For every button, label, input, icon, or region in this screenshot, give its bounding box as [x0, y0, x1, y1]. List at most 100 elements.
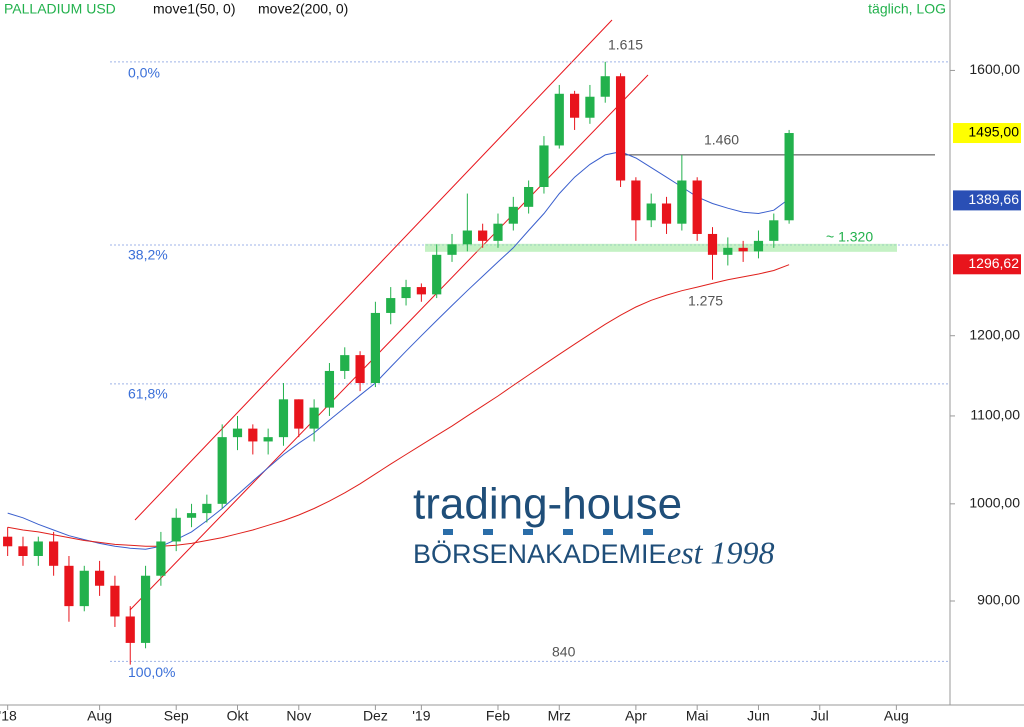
- legend-entry: move1(50, 0): [153, 1, 235, 17]
- candle-body: [125, 616, 135, 643]
- candle-body: [294, 399, 304, 429]
- candle-body: [140, 575, 151, 643]
- x-tick-label: '19: [412, 708, 430, 724]
- x-tick-label: Feb: [486, 708, 510, 724]
- x-tick-label: Dez: [363, 708, 388, 724]
- candle-body: [263, 437, 273, 442]
- candle-body: [49, 541, 59, 566]
- price-tag-label: 1495,00: [968, 124, 1019, 140]
- candle-body: [340, 355, 350, 371]
- candle-body: [18, 546, 28, 556]
- candle-body: [661, 203, 672, 224]
- candle-body: [738, 247, 748, 252]
- candle-body: [677, 180, 687, 224]
- candle-body: [202, 503, 212, 514]
- y-tick-label: 1000,00: [969, 495, 1020, 511]
- price-tag: [953, 190, 1021, 211]
- ma-line: [7, 264, 790, 547]
- candle-body: [370, 312, 380, 384]
- x-tick-label: Aug: [87, 708, 112, 724]
- candle-body: [386, 298, 396, 313]
- x-tick-label: '18: [0, 708, 17, 724]
- support-zone: [425, 243, 897, 252]
- x-tick-label: Sep: [164, 708, 189, 724]
- candle-body: [324, 370, 335, 408]
- candle-body: [493, 223, 503, 241]
- channel-line: [134, 19, 613, 521]
- candle-body: [631, 180, 641, 221]
- candle-body: [784, 133, 794, 221]
- level-label: 0,0%: [128, 65, 160, 81]
- candle-body: [64, 565, 74, 607]
- candle-body: [232, 428, 243, 438]
- y-tick-label: 1100,00: [970, 407, 1020, 423]
- candle-body: [355, 355, 365, 384]
- chart-subtitle: täglich, LOG: [868, 1, 946, 17]
- candle-body: [585, 96, 595, 118]
- x-tick-label: Apr: [625, 708, 647, 724]
- level-label: 100,0%: [128, 664, 175, 680]
- candle-body: [646, 203, 656, 221]
- plot-area: [0, 0, 950, 705]
- candle-body: [600, 76, 610, 97]
- candle-body: [524, 187, 534, 207]
- candle-body: [723, 247, 733, 255]
- ma-line: [7, 151, 790, 550]
- candle-body: [110, 585, 120, 617]
- channel-line: [129, 74, 649, 611]
- candle-body: [753, 240, 764, 252]
- candle-body: [79, 570, 89, 607]
- candle-body: [539, 145, 549, 188]
- candle-body: [171, 517, 181, 542]
- price-tag: [953, 123, 1021, 144]
- candle-body: [432, 254, 442, 295]
- x-tick-label: Jul: [811, 708, 829, 724]
- candle-body: [508, 206, 518, 224]
- candle-body: [401, 287, 411, 299]
- candle-body: [309, 407, 319, 429]
- candle-body: [615, 76, 626, 181]
- candle-body: [278, 399, 289, 438]
- x-tick-label: Nov: [286, 708, 311, 724]
- logo-name: trading-house: [413, 480, 682, 529]
- y-tick-label: 1200,00: [969, 326, 1020, 342]
- x-tick-label: Aug: [884, 708, 909, 724]
- candle-body: [95, 570, 105, 586]
- annotation: ~ 1.320: [826, 229, 873, 245]
- annotation: 1.275: [688, 293, 723, 309]
- annotation: 840: [552, 643, 576, 659]
- candle-body: [416, 287, 426, 295]
- x-tick-label: Mrz: [548, 708, 571, 724]
- candle-body: [478, 230, 488, 241]
- candle-body: [33, 541, 43, 556]
- price-tag-label: 1296,62: [968, 255, 1019, 271]
- logo-subtitle: BÖRSENAKADEMIE: [413, 539, 667, 569]
- candle-body: [217, 437, 227, 504]
- price-tag-label: 1389,66: [968, 191, 1019, 207]
- x-tick-label: Mai: [686, 708, 709, 724]
- level-label: 38,2%: [128, 247, 168, 263]
- x-tick-label: Jun: [747, 708, 770, 724]
- candle-body: [3, 536, 13, 547]
- level-label: 61,8%: [128, 386, 168, 402]
- legend-entry: move2(200, 0): [258, 1, 348, 17]
- candle-body: [462, 230, 472, 245]
- logo: trading-house BÖRSENAKADEMIE est 1998: [413, 480, 775, 570]
- candle-body: [570, 93, 580, 118]
- annotation: 1.615: [608, 37, 643, 53]
- candle-body: [692, 180, 702, 234]
- candle-body: [186, 513, 197, 518]
- candle-body: [554, 93, 564, 146]
- candle-body: [707, 233, 718, 255]
- price-tag: [953, 254, 1021, 275]
- y-tick-label: 900,00: [977, 592, 1020, 608]
- chart-title: PALLADIUM USD: [4, 1, 116, 17]
- annotation: 1.460: [704, 132, 739, 148]
- x-tick-label: Okt: [227, 708, 249, 724]
- candle-body: [447, 244, 457, 255]
- logo-est: est 1998: [667, 534, 775, 570]
- candle-body: [248, 428, 258, 442]
- candle-body: [769, 220, 779, 241]
- candle-body: [156, 541, 166, 576]
